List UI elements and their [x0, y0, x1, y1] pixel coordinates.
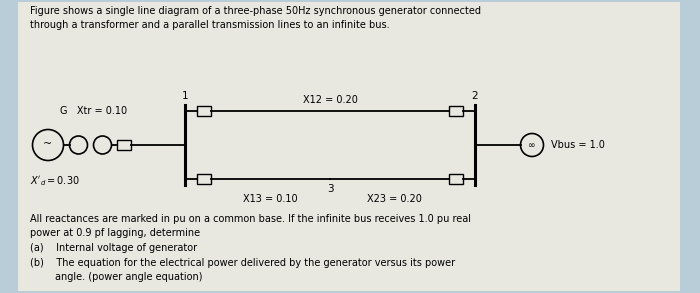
Bar	[197, 106, 211, 116]
Text: Vbus = 1.0: Vbus = 1.0	[550, 140, 604, 150]
Text: (a)    Internal voltage of generator: (a) Internal voltage of generator	[30, 243, 197, 253]
Text: ∞: ∞	[528, 141, 536, 149]
Text: Figure shows a single line diagram of a three-phase 50Hz synchronous generator c: Figure shows a single line diagram of a …	[30, 6, 481, 30]
Text: X12 = 0.20: X12 = 0.20	[302, 95, 358, 105]
FancyBboxPatch shape	[18, 2, 680, 291]
Bar	[449, 106, 463, 116]
Text: (b)    The equation for the electrical power delivered by the generator versus i: (b) The equation for the electrical powe…	[30, 258, 455, 268]
Text: 1: 1	[182, 91, 188, 101]
Text: X23 = 0.20: X23 = 0.20	[367, 194, 422, 204]
Text: 2: 2	[472, 91, 478, 101]
Text: power at 0.9 pf lagging, determine: power at 0.9 pf lagging, determine	[30, 229, 200, 239]
Bar	[116, 140, 130, 150]
Text: ~: ~	[43, 139, 52, 149]
Text: X13 = 0.10: X13 = 0.10	[243, 194, 298, 204]
Bar	[197, 174, 211, 184]
Text: All reactances are marked in pu on a common base. If the infinite bus receives 1: All reactances are marked in pu on a com…	[30, 214, 471, 224]
Bar	[449, 174, 463, 184]
Text: 3: 3	[327, 184, 333, 194]
Text: $X'_d = 0.30$: $X'_d = 0.30$	[30, 175, 80, 188]
Text: G   Xtr = 0.10: G Xtr = 0.10	[60, 105, 127, 115]
Text: angle. (power angle equation): angle. (power angle equation)	[30, 272, 202, 282]
